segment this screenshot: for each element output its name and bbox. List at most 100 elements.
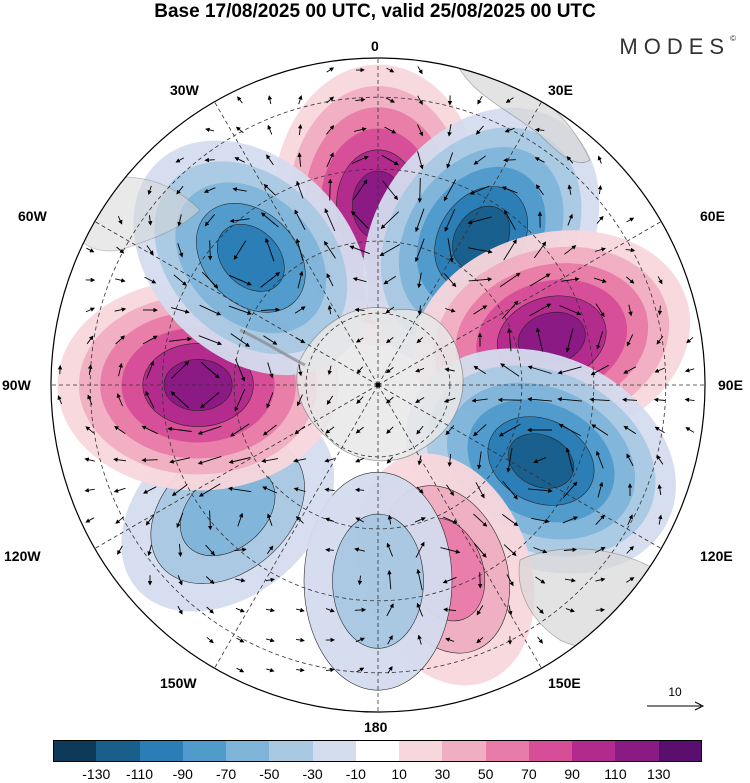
wind-arrow bbox=[656, 454, 664, 465]
wind-arrow bbox=[197, 455, 222, 465]
colorbar-tick-label: 50 bbox=[477, 766, 494, 782]
wind-arrow bbox=[386, 67, 395, 73]
wind-arrow bbox=[534, 157, 545, 163]
wind-arrow bbox=[173, 274, 187, 286]
wind-arrow bbox=[178, 543, 183, 557]
wind-arrow bbox=[475, 482, 485, 499]
wind-arrow bbox=[141, 457, 158, 463]
wind-arrow bbox=[591, 424, 609, 436]
wind-arrow bbox=[475, 125, 484, 135]
wind-arrow bbox=[557, 396, 582, 402]
wind-arrow bbox=[623, 366, 637, 374]
wind-arrow bbox=[626, 276, 635, 284]
wind-arrow bbox=[654, 426, 665, 434]
wind-arrow bbox=[325, 426, 335, 434]
wind-arrow bbox=[324, 208, 336, 232]
wind-arrow bbox=[296, 667, 305, 673]
wind-arrow bbox=[628, 304, 633, 317]
wind-arrow bbox=[170, 391, 190, 409]
wind-arrow bbox=[565, 447, 574, 472]
wind-arrow bbox=[356, 396, 364, 404]
wind-arrow bbox=[597, 185, 603, 195]
wind-arrow bbox=[357, 575, 363, 586]
wind-arrow bbox=[685, 427, 695, 433]
wind-arrow bbox=[115, 335, 126, 345]
wind-arrow bbox=[476, 637, 484, 644]
wind-arrow bbox=[387, 635, 393, 645]
wind-arrow bbox=[204, 214, 216, 227]
wind-arrow bbox=[236, 637, 245, 643]
wind-arrow bbox=[235, 578, 246, 583]
wind-arrow bbox=[528, 488, 553, 494]
latitude-circle bbox=[161, 168, 595, 602]
wind-arrow bbox=[114, 425, 126, 434]
wind-arrow bbox=[559, 305, 582, 316]
wind-arrow bbox=[263, 183, 277, 196]
graticule bbox=[51, 58, 705, 712]
wind-arrow bbox=[417, 151, 424, 170]
wind-arrow bbox=[350, 210, 369, 229]
wind-arrow bbox=[113, 457, 127, 462]
wind-arrow bbox=[623, 425, 637, 435]
wind-arrow bbox=[146, 245, 154, 256]
lon-label-120w: 120W bbox=[4, 548, 41, 564]
wind-arrow bbox=[326, 96, 335, 104]
wind-arrow bbox=[265, 577, 275, 583]
wind-arrow bbox=[200, 391, 220, 409]
wind-arrow bbox=[298, 364, 303, 377]
wind-arrow bbox=[177, 575, 183, 586]
wind-arrow bbox=[416, 425, 424, 435]
wind-arrow bbox=[529, 273, 551, 287]
south-pole-marker bbox=[375, 382, 381, 388]
brand-mark: © bbox=[730, 34, 736, 43]
wind-arrow bbox=[626, 334, 634, 347]
wind-arrow bbox=[265, 237, 275, 262]
wind-arrow bbox=[117, 545, 123, 555]
wind-arrow bbox=[505, 97, 514, 103]
lon-label-30w: 30W bbox=[170, 82, 199, 98]
wind-arrow bbox=[205, 544, 216, 556]
wind-arrow bbox=[206, 606, 214, 614]
wind-arrow bbox=[205, 576, 215, 585]
wind-arrow bbox=[116, 393, 123, 407]
negative-center-115E-level bbox=[507, 433, 575, 489]
wind-arrow bbox=[415, 397, 425, 403]
wind-arrow bbox=[297, 270, 304, 289]
wind-arrow bbox=[177, 243, 184, 258]
wind-arrow bbox=[176, 512, 184, 529]
wind-arrow bbox=[500, 363, 520, 377]
wind-arrow bbox=[473, 365, 487, 375]
lon-label-30e: 30E bbox=[548, 82, 573, 98]
meridian-line bbox=[377, 384, 542, 669]
wind-arrow bbox=[595, 450, 604, 469]
wind-arrow bbox=[590, 364, 609, 376]
wind-arrow bbox=[440, 547, 461, 554]
wind-arrow bbox=[626, 577, 635, 583]
wind-arrow bbox=[653, 397, 666, 403]
wind-arrow bbox=[237, 512, 244, 527]
wind-arrow bbox=[262, 486, 278, 494]
wind-arrow bbox=[85, 307, 95, 313]
wind-arrow bbox=[145, 514, 155, 526]
wind-arrow bbox=[473, 155, 486, 165]
wind-arrow bbox=[118, 362, 123, 377]
colorbar-tick-label: 70 bbox=[521, 766, 537, 782]
meridian-line bbox=[377, 384, 662, 549]
wind-arrow bbox=[558, 423, 581, 436]
map-boundary bbox=[50, 57, 706, 713]
wind-arrow bbox=[531, 517, 550, 524]
wind-arrow bbox=[473, 424, 487, 437]
wind-arrow bbox=[356, 667, 365, 673]
wind-arrow bbox=[297, 124, 303, 136]
wind-arrow bbox=[296, 394, 303, 407]
lon-label-0: 0 bbox=[371, 38, 379, 54]
wind-arrow bbox=[626, 453, 634, 467]
wind-arrow bbox=[657, 305, 663, 316]
wind-arrow bbox=[469, 185, 490, 195]
wind-arrow bbox=[508, 605, 513, 616]
lon-label-60w: 60W bbox=[18, 208, 47, 224]
wind-arrow bbox=[533, 547, 548, 554]
wind-arrow bbox=[235, 126, 244, 134]
colorbar-segment bbox=[53, 740, 97, 762]
wind-arrow bbox=[417, 272, 422, 289]
